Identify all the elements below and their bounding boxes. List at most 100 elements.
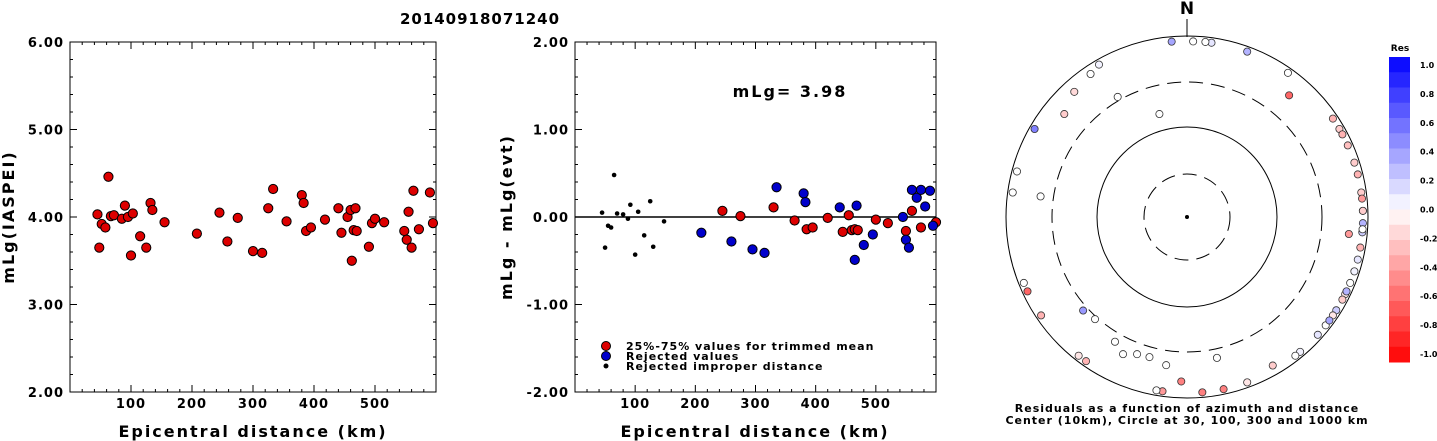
panel0-point-0 [346, 255, 357, 266]
colorbar-swatch [1389, 224, 1410, 241]
panel0-point-0 [159, 217, 170, 228]
panel0-point-0 [363, 241, 374, 252]
polar-caption-2: Center (10km), Circle at 30, 100, 300 an… [1005, 414, 1368, 427]
polar-point [1152, 386, 1161, 395]
panel0-point-0 [305, 222, 317, 233]
panel0-y-tick-label: 3.00 [28, 299, 64, 314]
panel1-x-tick-label: 300 [740, 397, 770, 412]
panel1-point-1 [696, 227, 707, 238]
legend-label-improper: Rejected improper distance [626, 360, 823, 373]
panel0-point-0 [281, 216, 292, 227]
panel0-point-0 [319, 214, 331, 225]
polar-point [1189, 37, 1198, 46]
panel-1-y-label: mLg(IASPEI) [0, 150, 18, 283]
legend-label-trimmed: 25%-75% values for trimmed mean [626, 340, 874, 353]
panel0-x-tick-label: 100 [116, 397, 146, 412]
panel0-point-0 [333, 203, 344, 214]
polar-point [1219, 385, 1228, 394]
polar-point [1023, 287, 1032, 296]
panel1-point-improper [635, 209, 641, 215]
panel1-point-1 [771, 182, 782, 193]
polar-point [1198, 388, 1207, 397]
panel1-point-1 [798, 188, 809, 199]
panel1-point-0 [852, 225, 863, 236]
panel1-point-1 [924, 185, 936, 196]
panel0-point-0 [147, 204, 158, 216]
colorbar-swatch [1389, 209, 1410, 226]
panel0-point-0 [399, 225, 410, 237]
panel1-point-improper [620, 212, 626, 217]
colorbar-swatch [1389, 301, 1410, 317]
panel1-y-tick-label: 0.00 [533, 211, 569, 226]
panel1-point-0 [837, 226, 848, 237]
polar-point [1145, 353, 1154, 362]
colorbar-tick-label: 0.4 [1420, 148, 1435, 157]
panel0-point-0 [351, 225, 362, 237]
panel0-x-tick-label: 400 [299, 397, 329, 412]
panel0-point-0 [350, 203, 361, 214]
polar-point [1079, 306, 1088, 315]
legend: 25%-75% values for trimmed mean Rejected… [601, 340, 874, 373]
ring-100km [1096, 126, 1278, 308]
panel1-point-0 [735, 211, 746, 222]
panel1-point-improper [632, 252, 638, 257]
polar-point [1358, 225, 1367, 234]
panel0-point-0 [94, 242, 105, 253]
panel0-point-0 [119, 200, 131, 211]
panel1-x-tick-label: 400 [801, 397, 831, 412]
polar-point [1030, 125, 1039, 134]
panel0-point-0 [232, 212, 243, 223]
panel1-x-tick-label: 500 [861, 397, 891, 412]
panel0-y-tick-label: 6.00 [28, 36, 64, 51]
panel1-point-improper [650, 244, 656, 250]
mean-annotation: mLg= 3.98 [733, 82, 848, 101]
panel0-point-0 [379, 217, 390, 228]
panel0-point-0 [427, 218, 439, 229]
colorbar-swatch [1389, 148, 1410, 165]
panel0-point-0 [413, 224, 425, 235]
panel1-point-1 [920, 201, 931, 212]
colorbar-swatch [1389, 133, 1410, 149]
panel0-point-0 [298, 197, 309, 209]
colorbar-tick-label: -0.6 [1420, 292, 1437, 301]
colorbar-tick-label: 0.2 [1420, 177, 1434, 186]
panel1-point-improper [647, 198, 653, 204]
panel1-point-0 [768, 202, 779, 213]
panel0-point-0 [336, 227, 347, 238]
panel1-point-1 [747, 244, 758, 255]
polar-point [1074, 351, 1083, 360]
panel1-point-1 [867, 229, 878, 240]
panel0-point-0 [100, 222, 111, 233]
colorbar-tick-label: -1.0 [1420, 350, 1437, 359]
panel1-point-1 [834, 202, 845, 213]
panel0-point-0 [257, 247, 268, 258]
colorbar-swatch [1389, 194, 1410, 210]
polar-point [1162, 361, 1171, 370]
panel1-point-improper [641, 233, 647, 238]
panel1-point-0 [789, 215, 800, 226]
panel0-point-0 [135, 231, 146, 242]
panel1-point-improper [661, 219, 667, 224]
panel0-y-tick-label: 2.00 [28, 386, 64, 401]
polar-caption-1: Residuals as a function of azimuth and d… [1015, 402, 1359, 415]
panel1-point-0 [915, 222, 927, 233]
polar-point [1008, 188, 1017, 197]
panel1-point-0 [906, 205, 918, 216]
panel0-point-0 [401, 234, 412, 245]
polar-point [1133, 350, 1142, 359]
panel1-point-0 [843, 210, 854, 221]
panel1-x-tick-label: 200 [680, 397, 710, 412]
colorbar-label: Res [1391, 44, 1409, 54]
ring-1000km [1005, 35, 1369, 399]
polar-point [1338, 295, 1347, 304]
colorbar-swatch [1389, 346, 1410, 363]
colorbar-swatch [1389, 255, 1410, 271]
colorbar-tick-label: -0.2 [1420, 234, 1437, 243]
panel1-point-0 [882, 218, 893, 229]
polar-point [1353, 255, 1362, 264]
polar-point [1201, 37, 1210, 46]
polar-point [1358, 206, 1367, 215]
panel0-point-0 [268, 183, 279, 195]
panel0-point-0 [263, 203, 274, 214]
polar-point [1037, 311, 1046, 320]
